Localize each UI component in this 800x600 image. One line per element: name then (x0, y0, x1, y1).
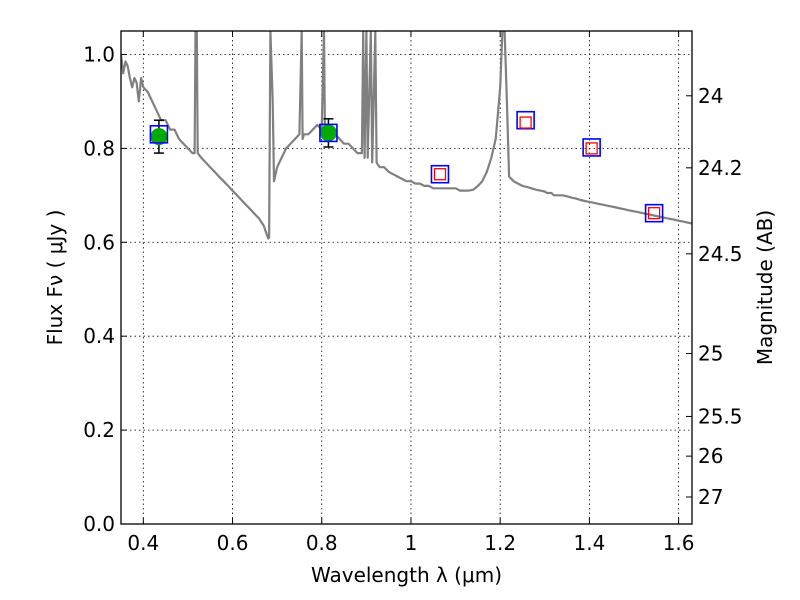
y-axis-left: 0.0 0.2 0.4 0.6 0.8 1.0 (83, 42, 127, 536)
photometry-square (519, 116, 532, 129)
x-tick-label: 1.4 (573, 531, 605, 555)
x-tick-label: 1.6 (663, 531, 695, 555)
y-tick-label: 0.8 (83, 136, 115, 160)
y-axis-label: Flux Fν ( μJy ) (43, 210, 67, 346)
x-tick-label: 1.2 (484, 531, 516, 555)
y-axis-right: 24 24.2 24.5 25 25.5 26 27 (686, 84, 743, 509)
grid (121, 31, 692, 525)
x-tick-label: 1 (405, 531, 418, 555)
photometry-square (433, 168, 447, 181)
model-bandflux-square (516, 110, 535, 130)
y2-tick-label: 24.2 (698, 156, 743, 180)
model-bandflux-square (644, 203, 664, 223)
y-tick-label: 1.0 (83, 42, 115, 66)
model-bandflux-square (430, 164, 450, 184)
model-bandflux-square (149, 124, 169, 144)
y2-tick-label: 24 (698, 84, 723, 108)
detection-point (319, 124, 337, 142)
model-bandflux-square (582, 138, 601, 157)
y2-axis-label: Magnitude (AB) (753, 210, 777, 365)
data-layer (121, 31, 692, 240)
plot-frame (120, 30, 693, 525)
x-tick-label: 0.8 (306, 531, 338, 555)
y-tick-label: 0.0 (83, 512, 115, 536)
y2-tick-label: 25.5 (698, 404, 743, 428)
y2-tick-label: 24.5 (698, 242, 743, 266)
y2-tick-label: 27 (698, 485, 723, 509)
y2-tick-label: 25 (698, 342, 723, 366)
y2-tick-label: 26 (698, 444, 723, 468)
model-spectrum-line (121, 31, 692, 240)
x-axis: 0.4 0.6 0.8 1 1.2 1.4 1.6 (127, 31, 695, 555)
y-tick-label: 0.6 (83, 230, 115, 254)
photometry-square (647, 207, 661, 220)
x-axis-label: Wavelength λ (μm) (311, 563, 502, 587)
y-tick-label: 0.4 (83, 324, 115, 348)
y-tick-label: 0.2 (83, 418, 115, 442)
photometry-square (585, 142, 598, 155)
x-tick-label: 0.6 (217, 531, 249, 555)
x-tick-label: 0.4 (127, 531, 159, 555)
model-bandflux-square (319, 123, 338, 143)
